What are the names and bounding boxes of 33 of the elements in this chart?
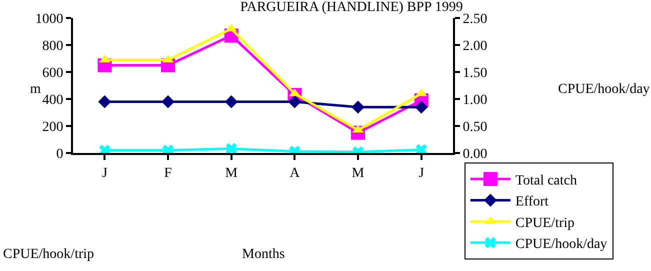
y-tick-label: 0 xyxy=(56,146,64,162)
y-axis-title: m xyxy=(30,82,41,97)
x-tick-label: A xyxy=(290,166,301,181)
y-tick-label: 800 xyxy=(42,38,64,54)
y2-tick-label: 1.00 xyxy=(462,92,488,108)
text: CPUE/hook/trip xyxy=(3,247,94,262)
legend-label: CPUE/hook/day xyxy=(515,237,608,252)
legend-label: Total catch xyxy=(515,174,578,189)
x-tick-label: F xyxy=(164,166,172,181)
x-tick-label: M xyxy=(225,166,238,181)
y2-tick-label: 0.50 xyxy=(462,120,488,135)
point xyxy=(224,95,238,108)
y2-tick-label: 2.00 xyxy=(462,38,488,54)
point xyxy=(98,95,112,108)
point xyxy=(162,95,174,108)
legend-label: Effort xyxy=(515,194,549,210)
x-tick-label: J xyxy=(102,166,108,181)
chart-title: PARGUEIRA (HANDLINE) BPP 1999 xyxy=(240,0,463,16)
point xyxy=(288,95,302,108)
y-tick-label: 400 xyxy=(42,92,64,108)
y-tick-label: 600 xyxy=(42,66,64,81)
text: Months xyxy=(242,247,285,262)
y2-tick-label: 2.50 xyxy=(462,12,488,27)
y-tick-label: 1000 xyxy=(35,12,64,27)
point xyxy=(352,100,364,114)
legend-label: CPUE/trip xyxy=(515,216,575,231)
y2-tick-label: 0.00 xyxy=(462,146,488,162)
y2-tick-label: 1.50 xyxy=(462,66,488,81)
x-tick-label: J xyxy=(418,166,425,181)
text: CPUE/hook/day xyxy=(558,82,650,97)
y-tick-label: 200 xyxy=(42,120,64,135)
point xyxy=(414,100,428,114)
x-tick-label: M xyxy=(352,166,365,181)
